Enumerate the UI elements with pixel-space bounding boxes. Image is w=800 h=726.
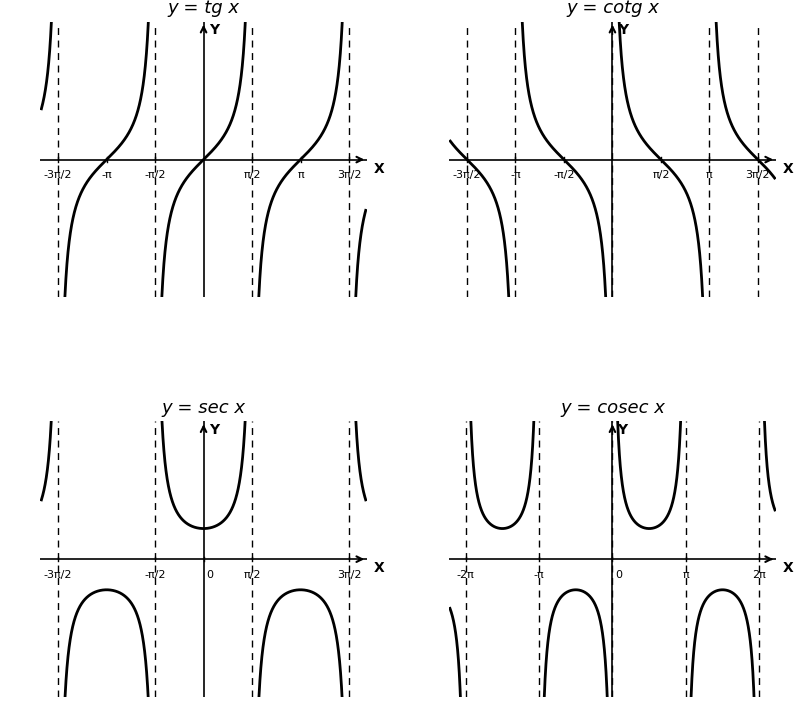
Text: Y: Y (209, 23, 219, 37)
Text: -3π/2: -3π/2 (44, 570, 72, 580)
Text: π: π (706, 171, 713, 180)
Text: -π: -π (534, 570, 544, 580)
Text: -π/2: -π/2 (144, 570, 166, 580)
Text: -2π: -2π (457, 570, 474, 580)
Text: 3π/2: 3π/2 (337, 570, 362, 580)
Text: π/2: π/2 (243, 171, 261, 180)
Text: 3π/2: 3π/2 (337, 171, 362, 180)
Text: -3π/2: -3π/2 (453, 171, 482, 180)
Text: X: X (782, 162, 794, 176)
Text: -π: -π (102, 171, 112, 180)
Text: π/2: π/2 (652, 171, 670, 180)
Text: π: π (682, 570, 689, 580)
Text: 0: 0 (206, 570, 214, 580)
Text: X: X (782, 561, 794, 575)
Title: y = cotg x: y = cotg x (566, 0, 659, 17)
Text: X: X (374, 561, 385, 575)
Text: 3π/2: 3π/2 (746, 171, 770, 180)
Text: X: X (374, 162, 385, 176)
Text: π/2: π/2 (243, 570, 261, 580)
Text: Y: Y (618, 23, 628, 37)
Text: -3π/2: -3π/2 (44, 171, 72, 180)
Text: Y: Y (209, 423, 219, 437)
Text: 2π: 2π (752, 570, 766, 580)
Text: Y: Y (617, 423, 626, 437)
Title: y = sec x: y = sec x (162, 399, 246, 417)
Title: y = cosec x: y = cosec x (560, 399, 665, 417)
Text: 0: 0 (614, 570, 622, 580)
Text: π: π (297, 171, 304, 180)
Text: -π: -π (510, 171, 521, 180)
Title: y = tg x: y = tg x (167, 0, 239, 17)
Text: -π/2: -π/2 (144, 171, 166, 180)
Text: -π/2: -π/2 (554, 171, 574, 180)
